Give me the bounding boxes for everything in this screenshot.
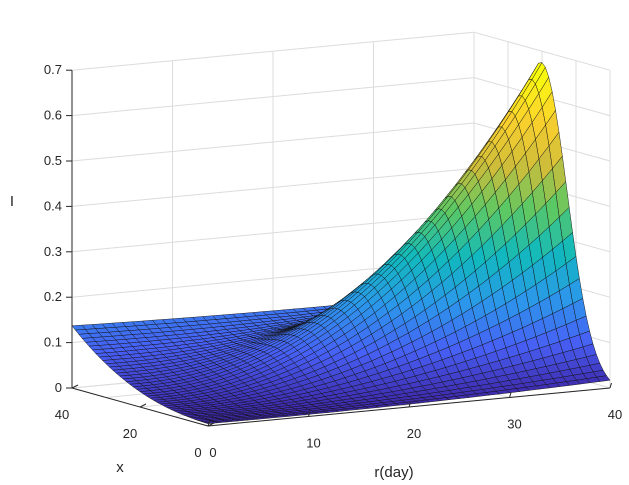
z-axis-label: I	[10, 193, 14, 210]
z-tick-label: 0.7	[44, 62, 62, 77]
y-axis-label: x	[116, 459, 124, 476]
x-tick-label: 20	[123, 426, 137, 441]
x-tick-mark	[71, 384, 79, 389]
surface-patch	[204, 421, 219, 424]
r-tick-mark	[207, 420, 210, 427]
x-tick-mark	[139, 403, 147, 408]
r-tick-label: 10	[306, 436, 320, 451]
z-tick-label: 0	[55, 380, 62, 395]
ticks-layer: 0 0.1 0.2 0.3 0.4 0.5 0.6 0.7 0 10 20 30 40 0 20 40	[44, 62, 622, 460]
z-tick-label: 0.6	[44, 108, 62, 123]
r-tick-mark	[609, 382, 612, 389]
z-tick-label: 0.5	[44, 153, 62, 168]
grid-line-z-back	[71, 31, 475, 71]
x-tick-mark	[207, 422, 215, 427]
z-tick-label: 0.2	[44, 289, 62, 304]
z-tick-label: 0.1	[44, 335, 62, 350]
x-tick-label: 0	[194, 445, 201, 460]
x-tick-label: 40	[55, 407, 69, 422]
r-tick-label: 0	[209, 445, 216, 460]
r-tick-label: 40	[608, 407, 622, 422]
x-axis-label: r(day)	[374, 464, 413, 481]
r-tick-label: 30	[507, 417, 521, 432]
r-tick-label: 20	[407, 426, 421, 441]
z-tick-label: 0.4	[44, 198, 62, 213]
grid-line-z-right	[473, 31, 611, 71]
r-tick-mark	[509, 392, 512, 398]
surface-layer	[71, 62, 611, 424]
r-tick-mark	[408, 401, 411, 408]
r-tick-mark	[308, 411, 311, 417]
z-tick-label: 0.3	[44, 244, 62, 259]
